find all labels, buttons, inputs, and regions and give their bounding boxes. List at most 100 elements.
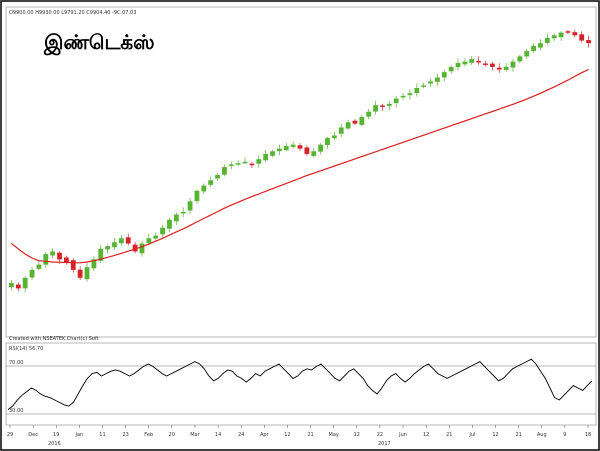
candle-body bbox=[586, 40, 591, 44]
watermark-text: Created with NSEATEK.Chart(c) Soft bbox=[9, 336, 99, 342]
candle-body bbox=[428, 81, 433, 84]
candle-body bbox=[84, 267, 90, 280]
candle-body bbox=[98, 248, 104, 261]
candle-body bbox=[283, 146, 289, 151]
x-tick-label: 21 bbox=[446, 432, 452, 438]
chart-title: இண்டெக்ஸ் bbox=[43, 30, 155, 56]
candle-body bbox=[538, 43, 543, 48]
candle-body bbox=[228, 164, 234, 166]
candle-body bbox=[132, 244, 138, 252]
x-tick-label: Jul bbox=[468, 432, 475, 438]
price-panel-frame bbox=[5, 6, 597, 338]
x-tick-label: 11 bbox=[99, 432, 105, 438]
x-tick-label: Mar bbox=[190, 432, 200, 438]
candle-body bbox=[57, 252, 62, 260]
x-tick-label: 24 bbox=[238, 432, 244, 438]
candle-body bbox=[242, 161, 248, 164]
candle-body bbox=[524, 51, 530, 57]
candle-body bbox=[400, 95, 406, 98]
rsi-lower-label: 30.00 bbox=[9, 408, 23, 414]
candle-body bbox=[215, 175, 220, 179]
candle-body bbox=[380, 105, 385, 107]
candle-body bbox=[153, 235, 159, 239]
x-tick-label: 12 bbox=[284, 432, 290, 438]
candle-body bbox=[276, 148, 282, 152]
candle-body bbox=[22, 277, 28, 289]
price-candles bbox=[9, 29, 591, 293]
rsi-line bbox=[7, 358, 593, 410]
x-tick-label: 21 bbox=[307, 432, 313, 438]
candle-body bbox=[503, 66, 509, 70]
candle-body bbox=[489, 63, 495, 67]
candle-body bbox=[318, 144, 324, 152]
candle-body bbox=[235, 163, 241, 165]
x-tick-label: 18 bbox=[585, 432, 591, 438]
moving-average-line bbox=[11, 68, 589, 264]
x-tick-label: 19 bbox=[53, 432, 59, 438]
candle-body bbox=[311, 151, 317, 156]
candle-body bbox=[105, 246, 111, 250]
x-tick-label: 23 bbox=[122, 432, 128, 438]
candle-body bbox=[297, 145, 303, 149]
x-tick-label: Apr bbox=[260, 432, 270, 438]
candle-body bbox=[43, 254, 49, 265]
candle-body bbox=[36, 264, 42, 269]
candle-body bbox=[393, 98, 399, 104]
candle-body bbox=[373, 105, 378, 112]
candle-body bbox=[270, 151, 275, 156]
candle-body bbox=[414, 88, 420, 94]
x-tick-label: 12 bbox=[492, 432, 498, 438]
x-tick-label: Dec bbox=[28, 432, 38, 438]
year-label-2017: 2017 bbox=[378, 441, 391, 447]
x-tick-label: 14 bbox=[215, 432, 221, 438]
candle-body bbox=[455, 62, 461, 68]
candle-body bbox=[331, 135, 337, 139]
candle-body bbox=[118, 238, 124, 244]
x-axis: 29 Dec 19 Jan 11 23 Feb 20 Mar 14 24 Apr 12 21 May 12 22… bbox=[7, 425, 591, 438]
candle-body bbox=[338, 127, 344, 134]
x-tick-label: 22 bbox=[377, 432, 383, 438]
candle-body bbox=[407, 93, 413, 96]
x-tick-label: 12 bbox=[423, 432, 429, 438]
candle-body bbox=[77, 269, 83, 278]
candle-body bbox=[15, 284, 21, 289]
x-tick-label: Feb bbox=[144, 432, 153, 438]
candle-body bbox=[91, 259, 97, 269]
candle-body bbox=[579, 34, 585, 41]
candle-body bbox=[256, 159, 262, 164]
candle-body bbox=[462, 61, 468, 65]
year-label-2016: 2016 bbox=[48, 441, 61, 447]
candle-body bbox=[187, 201, 193, 211]
x-tick-label: 12 bbox=[354, 432, 360, 438]
candle-body bbox=[441, 72, 447, 78]
candle-body bbox=[572, 32, 578, 36]
candle-body bbox=[9, 283, 14, 288]
candle-body bbox=[160, 227, 165, 235]
candle-body bbox=[476, 60, 482, 63]
candle-body bbox=[565, 31, 571, 33]
candle-body bbox=[304, 147, 310, 154]
candle-body bbox=[421, 85, 427, 87]
candle-body bbox=[517, 56, 523, 62]
candle-body bbox=[201, 185, 207, 192]
x-tick-label: May bbox=[329, 432, 339, 438]
rsi-panel-frame bbox=[5, 342, 597, 426]
candle-body bbox=[386, 103, 392, 106]
x-tick-label: Jun bbox=[398, 432, 407, 438]
candle-body bbox=[180, 211, 186, 214]
candle-body bbox=[208, 180, 214, 185]
candle-body bbox=[63, 257, 69, 262]
x-tick-label: Jan bbox=[75, 432, 84, 438]
rsi-header: RSI(14) 56.70 bbox=[9, 346, 43, 352]
rsi-upper-label: 70.00 bbox=[9, 360, 23, 366]
candle-body bbox=[551, 35, 557, 39]
candle-body bbox=[70, 260, 76, 270]
x-tick-label: 29 bbox=[7, 432, 13, 438]
candle-body bbox=[125, 237, 131, 244]
candle-body bbox=[173, 214, 179, 222]
candle-body bbox=[435, 77, 440, 82]
candle-body bbox=[167, 219, 172, 229]
candle-body bbox=[345, 122, 351, 129]
